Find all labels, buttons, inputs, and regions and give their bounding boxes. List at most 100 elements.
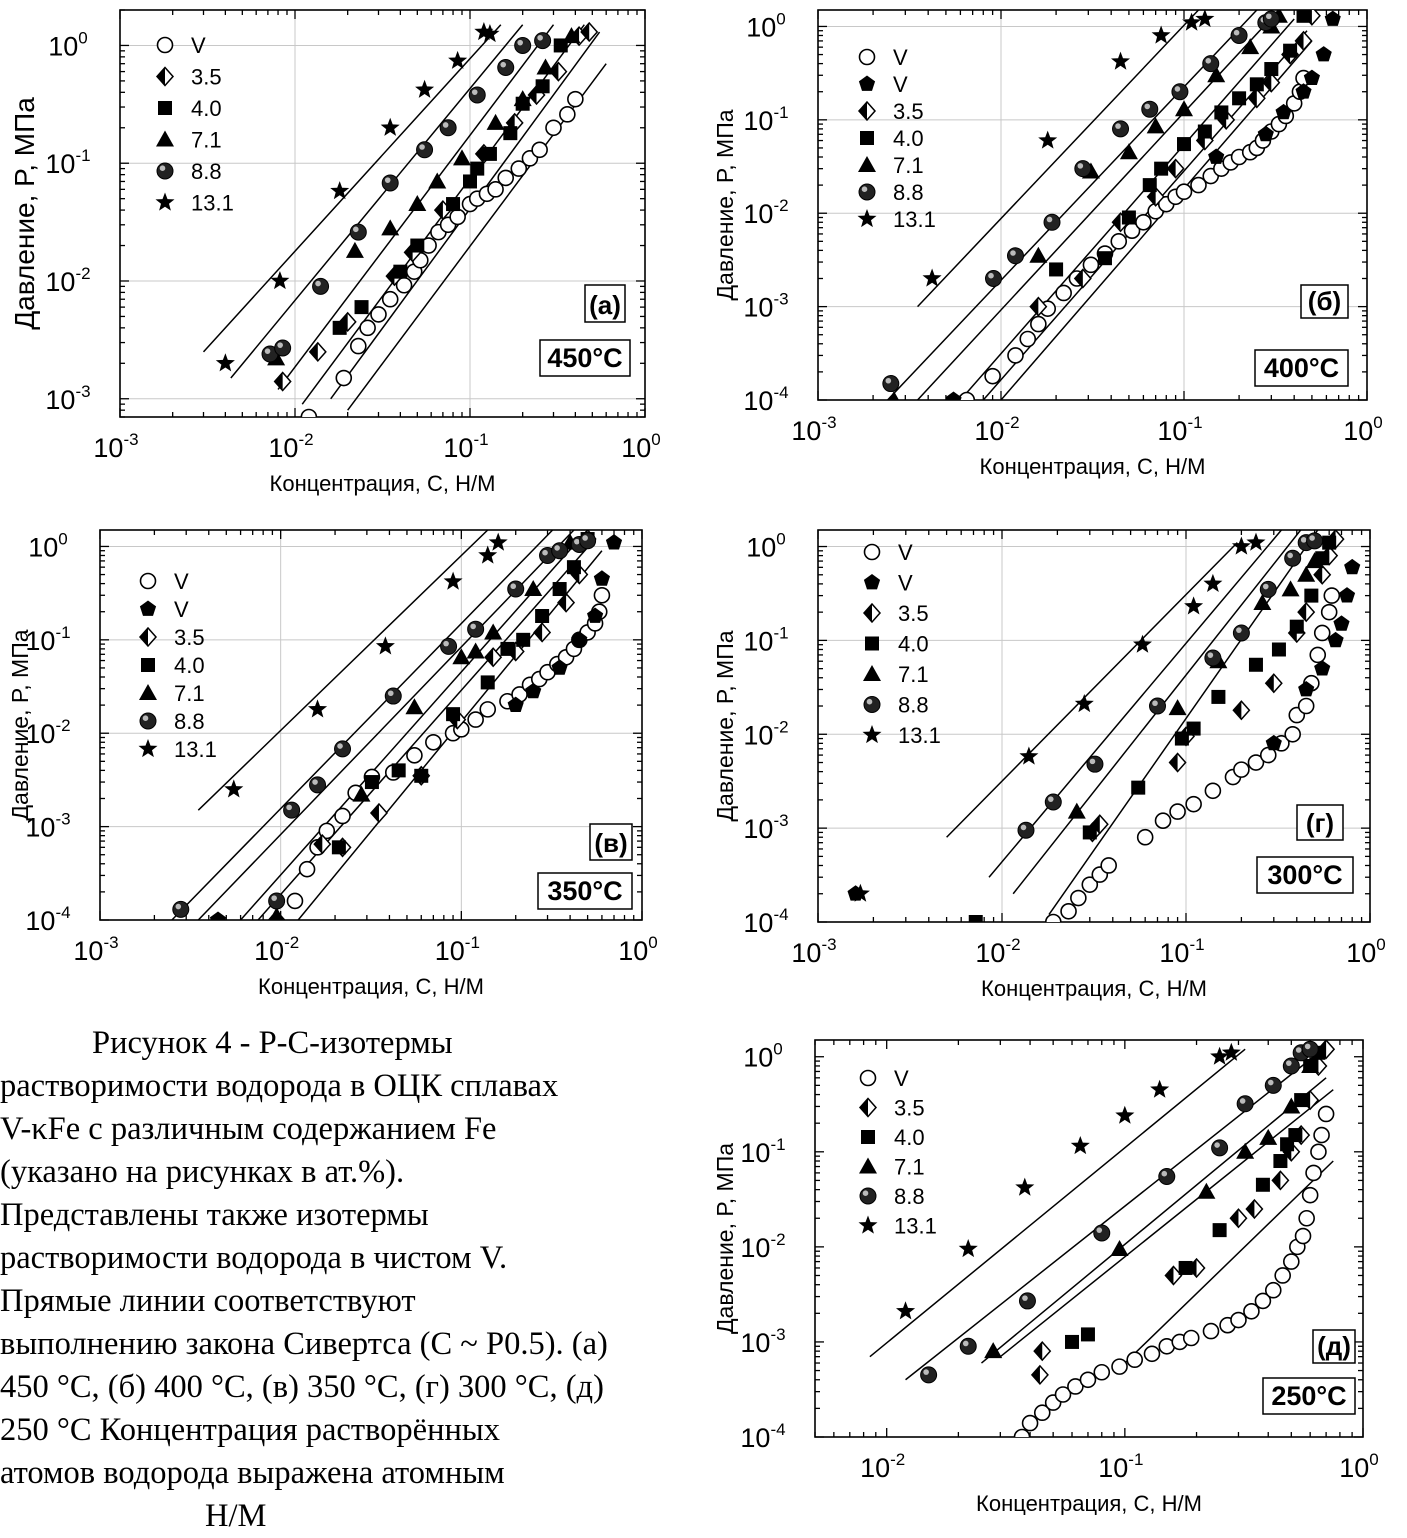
data-point xyxy=(1202,1322,1220,1340)
y-axis-label: Давление, P, МПа xyxy=(712,109,738,300)
y-tick-label: 10-2 xyxy=(740,1230,785,1263)
data-point xyxy=(1112,120,1130,138)
data-point xyxy=(888,391,900,400)
y-axis-label: Давление, P, МПа xyxy=(7,629,33,820)
data-point xyxy=(1315,46,1332,62)
sieverts-line xyxy=(917,10,1280,400)
data-point xyxy=(1197,124,1212,139)
data-point xyxy=(1033,1341,1052,1362)
axis-ticks xyxy=(119,9,646,418)
data-point xyxy=(1262,72,1281,93)
legend-marker xyxy=(858,1215,878,1234)
data-point xyxy=(486,113,505,130)
data-point xyxy=(1323,587,1341,604)
data-point xyxy=(533,622,552,643)
y-tick-label: 10-4 xyxy=(25,903,70,936)
y-tick-label: 10-2 xyxy=(743,196,788,229)
data-point xyxy=(1281,580,1300,597)
data-point xyxy=(1182,12,1202,31)
chart-panel-b: 10-3 10-2 10-1 100 10-4 10-3 10-2 10-1 100 Концен… xyxy=(705,0,1407,505)
chart-svg-a: 10-3 10-2 10-1 100 10-3 10-2 10-1 100 Концентрац… xyxy=(9,9,661,496)
data-point xyxy=(1006,247,1024,265)
caption-line: атомов водорода выражена атомным xyxy=(0,1455,505,1491)
legend-label: 7.1 xyxy=(898,662,929,687)
data-point xyxy=(1262,10,1280,28)
data-point xyxy=(381,219,400,236)
series-0 xyxy=(300,90,584,417)
data-point xyxy=(487,181,504,198)
caption-line: 250 °C Концентрация растворённых xyxy=(0,1412,500,1448)
data-point xyxy=(1211,1139,1229,1157)
data-point xyxy=(468,86,486,104)
chart-panel-c: 10-3 10-2 10-1 100 10-4 10-3 10-2 10-1 100 Концен… xyxy=(0,520,680,1010)
data-point xyxy=(414,768,429,783)
legend-label: V xyxy=(898,571,913,596)
data-point xyxy=(1030,1364,1049,1386)
series-6 xyxy=(850,532,1266,902)
data-point xyxy=(507,696,524,712)
data-point xyxy=(446,707,461,722)
data-point xyxy=(1019,746,1039,765)
legend-marker xyxy=(859,1157,877,1174)
data-point xyxy=(958,391,976,400)
series-4 xyxy=(269,533,580,920)
data-point xyxy=(1067,802,1086,819)
legend-marker xyxy=(862,725,882,744)
data-point xyxy=(467,620,485,638)
data-point xyxy=(1148,697,1166,715)
data-point xyxy=(1317,1105,1335,1123)
sieverts-line xyxy=(869,1048,1246,1358)
legend-label: 13.1 xyxy=(174,737,217,762)
legend-label: V xyxy=(898,540,913,565)
data-point xyxy=(1275,103,1292,120)
series-2 xyxy=(1029,10,1321,317)
series-0 xyxy=(1013,1105,1335,1437)
data-point xyxy=(1131,780,1146,795)
data-point xyxy=(408,195,427,212)
legend-label: 13.1 xyxy=(898,723,941,748)
y-tick-label: 10-3 xyxy=(743,811,788,844)
x-axis-label: Концентрация, C, Н/М xyxy=(258,974,484,999)
legend-label: 13.1 xyxy=(894,1214,937,1239)
data-point xyxy=(497,58,515,76)
data-point xyxy=(268,892,286,910)
data-point xyxy=(1282,1057,1300,1075)
data-point xyxy=(1029,246,1048,263)
y-tick-label: 100 xyxy=(28,529,68,562)
legend-marker xyxy=(156,162,174,180)
data-point xyxy=(1241,38,1260,55)
sieverts-line xyxy=(999,1089,1334,1358)
data-point xyxy=(1070,889,1087,907)
legend-label: 4.0 xyxy=(174,653,205,678)
data-point xyxy=(1044,793,1062,811)
data-point xyxy=(345,241,364,258)
data-point xyxy=(1246,532,1266,551)
data-point xyxy=(1158,1167,1176,1185)
data-point xyxy=(1110,1239,1129,1256)
data-point xyxy=(850,883,870,902)
y-tick-label: 10-2 xyxy=(743,717,788,750)
legend-label: 3.5 xyxy=(174,625,205,650)
data-point xyxy=(551,659,568,675)
data-point xyxy=(479,701,497,718)
data-point xyxy=(1310,1143,1327,1161)
data-point xyxy=(452,648,471,665)
data-point xyxy=(567,90,584,108)
data-point xyxy=(332,320,347,335)
sieverts-line xyxy=(980,1077,1327,1364)
data-point xyxy=(566,560,581,575)
legend-marker xyxy=(863,574,881,590)
series-5 xyxy=(882,10,1280,393)
data-point xyxy=(1297,602,1316,623)
legend-marker xyxy=(155,66,175,87)
data-point xyxy=(488,532,508,551)
x-axis-label: Концентрация, C, Н/М xyxy=(270,471,496,496)
legend: VV3.54.07.18.813.1 xyxy=(857,45,936,232)
x-tick-label: 100 xyxy=(621,430,661,463)
data-point xyxy=(1142,178,1157,193)
series-0 xyxy=(286,586,611,910)
data-point xyxy=(270,271,290,290)
data-point xyxy=(448,50,468,69)
data-point xyxy=(446,197,461,212)
sieverts-line xyxy=(959,18,1295,400)
